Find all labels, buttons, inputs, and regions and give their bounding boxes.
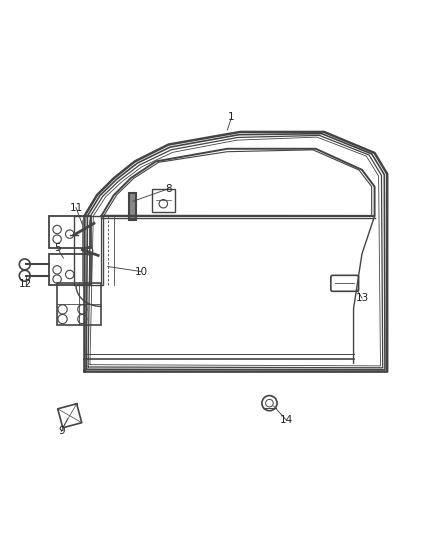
Bar (129, 193, 136, 220)
Bar (74, 216, 103, 286)
Text: 8: 8 (165, 184, 172, 193)
Text: 9: 9 (58, 426, 65, 437)
Bar (49, 254, 91, 286)
Text: 10: 10 (134, 266, 148, 277)
Text: 12: 12 (19, 279, 32, 289)
Bar (57, 284, 101, 325)
Bar (152, 189, 175, 212)
Text: 14: 14 (279, 415, 293, 425)
Text: 5: 5 (54, 243, 60, 253)
Text: 13: 13 (355, 293, 369, 303)
Text: 1: 1 (228, 112, 235, 122)
Text: 11: 11 (69, 203, 83, 213)
Bar (49, 216, 91, 247)
